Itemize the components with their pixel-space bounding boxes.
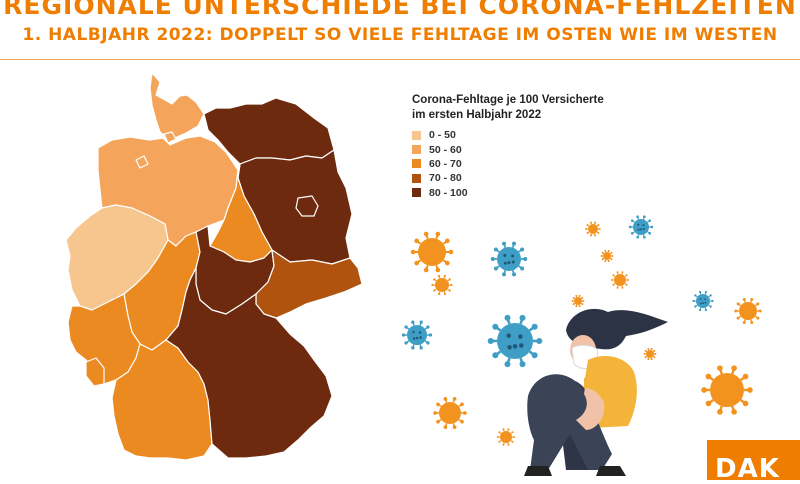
coronavirus-icon xyxy=(497,428,515,445)
coronavirus-icon xyxy=(692,291,713,311)
legend-title: Corona-Fehltage je 100 Versicherte im er… xyxy=(412,93,604,123)
legend-swatch xyxy=(412,131,421,140)
coronavirus-icon xyxy=(572,295,585,307)
legend-item: 70 - 80 xyxy=(412,171,604,185)
coronavirus-icon xyxy=(431,275,452,295)
coronavirus-icon xyxy=(611,271,629,288)
coronavirus-icon xyxy=(491,242,527,277)
coronavirus-icon xyxy=(488,315,543,367)
legend-title-line2: im ersten Halbjahr 2022 xyxy=(412,108,604,123)
dak-logo: DAK xyxy=(707,440,800,480)
legend-label: 70 - 80 xyxy=(429,172,462,184)
legend-label: 0 - 50 xyxy=(429,129,456,141)
legend-item: 80 - 100 xyxy=(412,186,604,200)
coronavirus-icon xyxy=(585,222,601,237)
coronavirus-icon xyxy=(644,348,657,360)
legend-label: 80 - 100 xyxy=(429,187,468,199)
legend-label: 60 - 70 xyxy=(429,158,462,170)
legend-swatch xyxy=(412,159,421,168)
sitting-person-illustration xyxy=(524,309,668,476)
coronavirus-icon xyxy=(701,365,753,414)
legend-label: 50 - 60 xyxy=(429,144,462,156)
legend-swatch xyxy=(412,145,421,154)
region-schleswig-holstein xyxy=(150,73,204,140)
legend-items: 0 - 50 50 - 60 60 - 70 70 - 80 80 - 100 xyxy=(412,128,604,200)
legend-item: 0 - 50 xyxy=(412,128,604,142)
coronavirus-icon xyxy=(629,215,653,238)
legend-title-line1: Corona-Fehltage je 100 Versicherte xyxy=(412,93,604,108)
coronavirus-icon xyxy=(433,397,466,429)
legend-swatch xyxy=(412,174,421,183)
coronavirus-icon xyxy=(601,250,614,262)
coronavirus-icon xyxy=(411,232,453,273)
legend-item: 50 - 60 xyxy=(412,142,604,156)
legend-swatch xyxy=(412,188,421,197)
coronavirus-icon xyxy=(402,320,432,349)
map-legend: Corona-Fehltage je 100 Versicherte im er… xyxy=(412,93,604,200)
coronavirus-icon xyxy=(734,298,761,324)
legend-item: 60 - 70 xyxy=(412,157,604,171)
